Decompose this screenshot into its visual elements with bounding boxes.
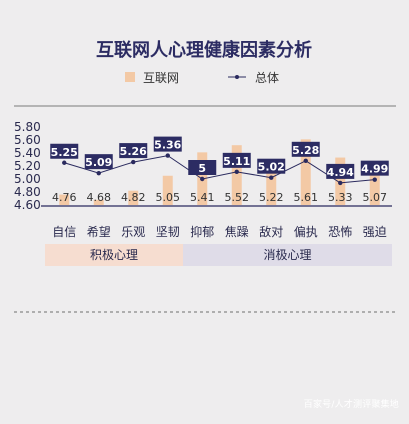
bar xyxy=(162,175,173,205)
bar-value-label: 4.82 xyxy=(121,191,146,204)
legend-bar-swatch xyxy=(125,72,135,82)
bar xyxy=(128,190,139,205)
y-axis: 4.604.805.005.205.405.605.80 xyxy=(14,120,41,212)
x-tick-label: 敌对 xyxy=(259,224,283,239)
bar-value-label: 4.76 xyxy=(52,191,77,204)
line-point xyxy=(234,169,239,175)
line-point xyxy=(269,175,274,180)
x-tick-label: 自信 xyxy=(52,225,76,239)
bar xyxy=(266,164,277,205)
legend-line-marker xyxy=(235,75,239,79)
line-label-box xyxy=(360,160,389,176)
x-tick-label: 焦躁 xyxy=(225,225,249,239)
line-value-label: 4.99 xyxy=(361,163,388,176)
y-tick-label: 5.40 xyxy=(14,146,41,160)
group-band xyxy=(183,244,392,266)
x-tick-label: 偏执 xyxy=(294,224,318,239)
line-label-box xyxy=(291,141,320,157)
watermark-text: 百家号/人才测评聚集地 xyxy=(303,400,399,410)
line-value-label: 5.09 xyxy=(85,156,112,169)
y-tick-label: 5.20 xyxy=(14,159,41,173)
bar-value-label: 5.41 xyxy=(190,191,215,204)
legend-line-label: 总体 xyxy=(255,71,279,85)
line-value-label: 5.28 xyxy=(292,144,319,157)
line-label-box xyxy=(326,163,355,179)
x-tick-label: 乐观 xyxy=(121,225,145,239)
x-axis-labels: 自信 希望 乐观 坚韧 抑郁 焦躁 敌对 偏执 恐怖 强迫 xyxy=(52,224,387,239)
chart-title: 互联网人心理健康因素分析 xyxy=(96,39,312,61)
bar-value-label: 5.05 xyxy=(156,191,181,204)
group-band xyxy=(45,244,183,266)
line-label-box xyxy=(188,160,217,175)
line-label-box xyxy=(257,158,286,174)
bar-value-label: 5.07 xyxy=(363,191,388,204)
group-label: 积极心理 xyxy=(90,248,138,262)
line-value-label: 5 xyxy=(198,162,206,175)
bar xyxy=(231,145,242,205)
line-point xyxy=(96,170,101,176)
line-point xyxy=(131,159,136,165)
line-point xyxy=(200,176,205,182)
y-tick-label: 5.00 xyxy=(14,172,41,186)
line-value-label: 5.26 xyxy=(120,145,147,158)
y-tick-label: 4.80 xyxy=(14,185,41,199)
series-line xyxy=(64,155,375,184)
x-tick-label: 坚韧 xyxy=(156,225,180,239)
bar xyxy=(300,139,311,205)
line-series: 5.25 5.09 5.26 5.36 5 5.11 5.02 5.28 4.94 4.99 xyxy=(50,136,389,186)
line-point xyxy=(372,177,377,182)
y-tick-label: 4.60 xyxy=(14,198,41,212)
line-point xyxy=(165,153,170,158)
line-label-box xyxy=(153,136,182,152)
line-label-box xyxy=(119,143,148,159)
bar-value-label: 4.68 xyxy=(87,191,112,204)
bar-value-label: 5.52 xyxy=(225,191,250,204)
bar xyxy=(93,199,104,205)
bar-value-label: 5.22 xyxy=(259,191,284,204)
x-tick-label: 希望 xyxy=(87,224,111,239)
group-label: 消极心理 xyxy=(263,248,311,262)
y-tick-label: 5.80 xyxy=(14,120,41,134)
line-point xyxy=(62,160,67,165)
legend: 互联网 总体 xyxy=(125,71,279,85)
x-tick-label: 抑郁 xyxy=(190,224,214,239)
bar xyxy=(369,174,380,205)
group-bands: 积极心理 消极心理 xyxy=(45,244,392,266)
x-tick-label: 恐怖 xyxy=(328,224,352,239)
bar-value-label: 5.33 xyxy=(328,191,353,204)
line-value-label: 4.94 xyxy=(327,166,354,179)
line-value-label: 5.25 xyxy=(51,146,78,159)
line-value-label: 5.36 xyxy=(154,139,181,152)
bar-value-labels: 4.76 4.68 4.82 5.05 5.41 5.52 5.22 5.61 5.33 5.07 xyxy=(52,191,387,204)
line-point xyxy=(338,180,343,186)
legend-bar-label: 互联网 xyxy=(143,71,179,85)
line-label-box xyxy=(50,143,79,159)
y-tick-label: 5.60 xyxy=(14,133,41,147)
line-value-label: 5.02 xyxy=(258,161,285,174)
line-value-label: 5.11 xyxy=(223,155,250,168)
bar-value-label: 5.61 xyxy=(294,191,319,204)
line-label-box xyxy=(84,154,113,170)
line-label-box xyxy=(222,152,251,168)
bar xyxy=(59,194,70,205)
line-point xyxy=(303,158,308,163)
x-tick-label: 强迫 xyxy=(363,225,387,239)
